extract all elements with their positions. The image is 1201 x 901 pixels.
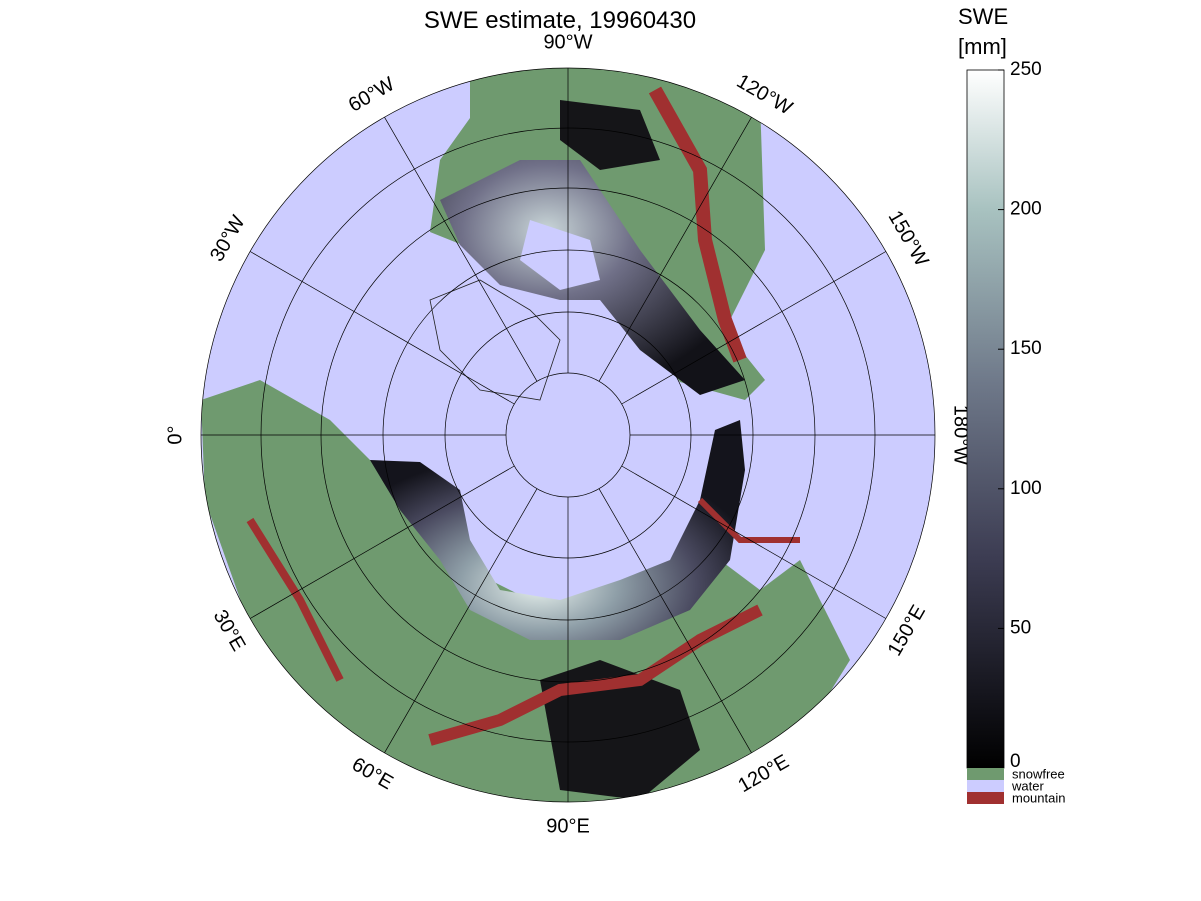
meridian-line — [249, 251, 515, 405]
colorbar-tick-label: 0 — [1010, 751, 1021, 772]
colorbar-ticks: 0 50 100 150 200 250 — [998, 59, 1042, 772]
eurasia — [201, 380, 850, 802]
rockies — [648, 86, 747, 363]
colorbar-tick-label: 150 — [1010, 338, 1042, 359]
colorbar-tick-label: 100 — [1010, 478, 1042, 499]
meridian-line — [598, 116, 752, 382]
meridian-line — [598, 488, 752, 754]
meridian-label: 180°W — [950, 405, 972, 465]
meridian-label: 60°W — [345, 73, 399, 117]
scandinavian-mountains — [246, 517, 344, 682]
meridian-label: 90°E — [546, 815, 590, 837]
meridian-line — [621, 251, 887, 405]
legend-label: snowfree — [1012, 766, 1065, 781]
hudson-bay — [520, 220, 600, 290]
colorbar — [966, 69, 1005, 769]
meridian-line — [384, 488, 538, 754]
graticule — [200, 67, 936, 803]
title: SWE estimate, 19960430 — [424, 7, 696, 34]
siberian-mountains — [697, 497, 800, 543]
legend-swatch — [967, 792, 1004, 804]
legend-swatch — [967, 768, 1004, 780]
meridian-line — [621, 465, 887, 619]
legend-label: mountain — [1012, 790, 1065, 805]
greenland — [429, 279, 561, 401]
meridian-line — [384, 116, 538, 382]
legend-swatch — [967, 780, 1004, 792]
colorbar-label: [mm] — [958, 34, 1007, 59]
snow-siberia — [540, 660, 700, 800]
colorbar-tick-label: 50 — [1010, 617, 1031, 638]
colorbar-tick-label: 200 — [1010, 199, 1042, 220]
snow-canada — [560, 100, 660, 170]
meridian-line — [249, 465, 515, 619]
meridian-label: 30°E — [209, 606, 250, 655]
asian-mountains — [428, 604, 763, 746]
colorbar-label: SWE — [958, 4, 1008, 29]
legend-label: water — [1011, 778, 1044, 793]
snow-eurasia — [370, 420, 745, 640]
meridian-label: 60°E — [348, 753, 397, 794]
meridian-label: 0° — [164, 425, 186, 444]
map — [201, 68, 935, 802]
meridian-label: 90°W — [543, 31, 592, 53]
meridian-label: 30°W — [206, 212, 250, 266]
colorbar-tick-label: 250 — [1010, 59, 1042, 80]
